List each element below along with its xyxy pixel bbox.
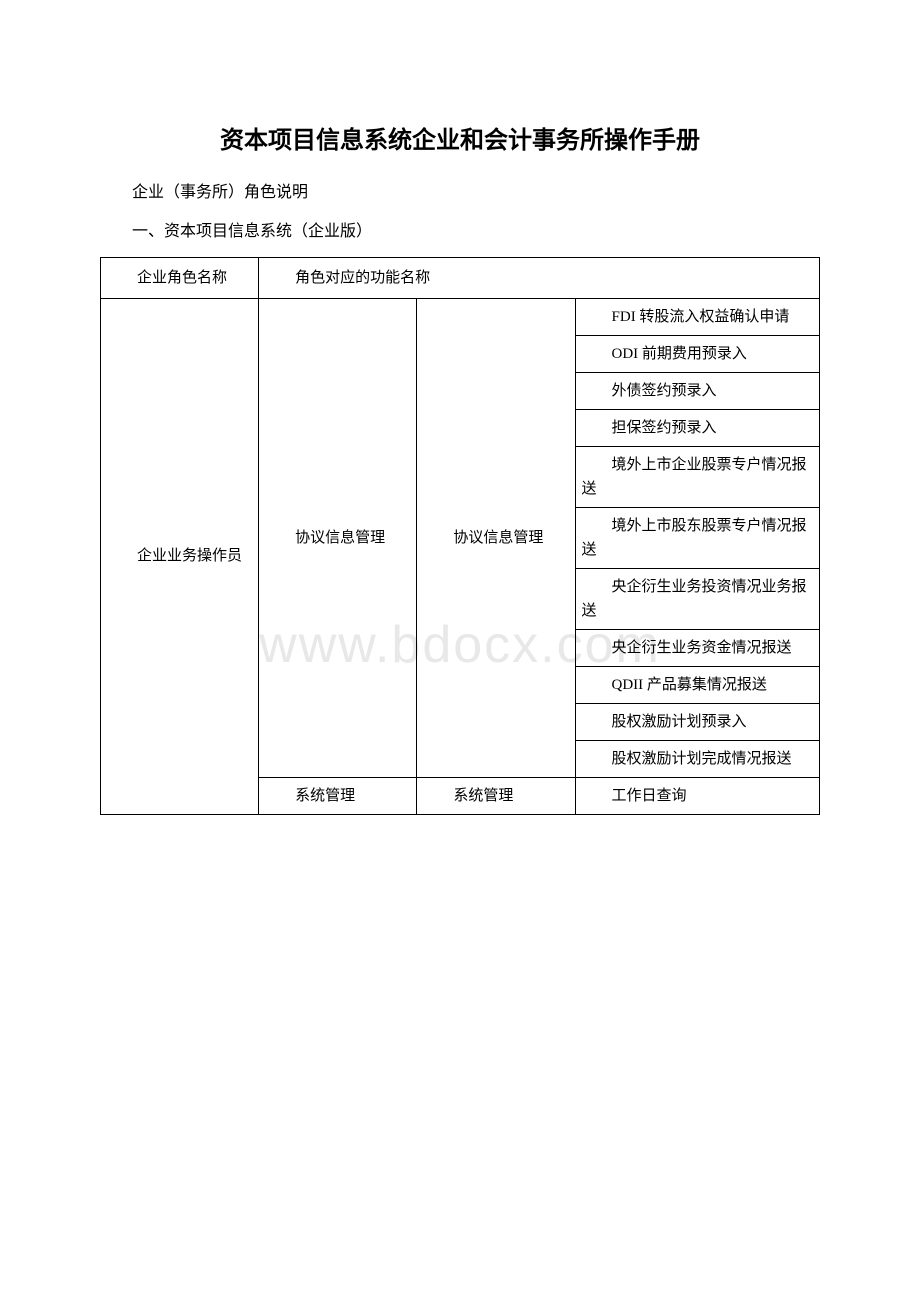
detail-cell: 境外上市企业股票专户情况报送 bbox=[575, 446, 819, 507]
role-cell: 企业业务操作员 bbox=[101, 298, 259, 814]
table-header-row: 企业角色名称 角色对应的功能名称 bbox=[101, 257, 820, 298]
detail-cell: 股权激励计划完成情况报送 bbox=[575, 740, 819, 777]
detail-cell: 工作日查询 bbox=[575, 777, 819, 814]
detail-cell: ODI 前期费用预录入 bbox=[575, 335, 819, 372]
func-cell: 协议信息管理 bbox=[259, 298, 417, 777]
header-func-name: 角色对应的功能名称 bbox=[259, 257, 820, 298]
detail-cell: 股权激励计划预录入 bbox=[575, 703, 819, 740]
detail-cell: QDII 产品募集情况报送 bbox=[575, 666, 819, 703]
section-heading: 一、资本项目信息系统（企业版） bbox=[100, 218, 820, 247]
detail-cell: 担保签约预录入 bbox=[575, 409, 819, 446]
detail-cell: 央企衍生业务资金情况报送 bbox=[575, 629, 819, 666]
func-cell: 系统管理 bbox=[259, 777, 417, 814]
table-row: 企业业务操作员 协议信息管理 协议信息管理 FDI 转股流入权益确认申请 bbox=[101, 298, 820, 335]
role-function-table: 企业角色名称 角色对应的功能名称 企业业务操作员 协议信息管理 协议信息管理 F… bbox=[100, 257, 820, 815]
detail-cell: 境外上市股东股票专户情况报送 bbox=[575, 507, 819, 568]
detail-cell: FDI 转股流入权益确认申请 bbox=[575, 298, 819, 335]
document-subtitle: 企业（事务所）角色说明 bbox=[100, 179, 820, 208]
document-title: 资本项目信息系统企业和会计事务所操作手册 bbox=[100, 120, 820, 155]
subfunc-cell: 协议信息管理 bbox=[417, 298, 575, 777]
subfunc-cell: 系统管理 bbox=[417, 777, 575, 814]
detail-cell: 央企衍生业务投资情况业务报送 bbox=[575, 568, 819, 629]
detail-cell: 外债签约预录入 bbox=[575, 372, 819, 409]
header-role-name: 企业角色名称 bbox=[101, 257, 259, 298]
